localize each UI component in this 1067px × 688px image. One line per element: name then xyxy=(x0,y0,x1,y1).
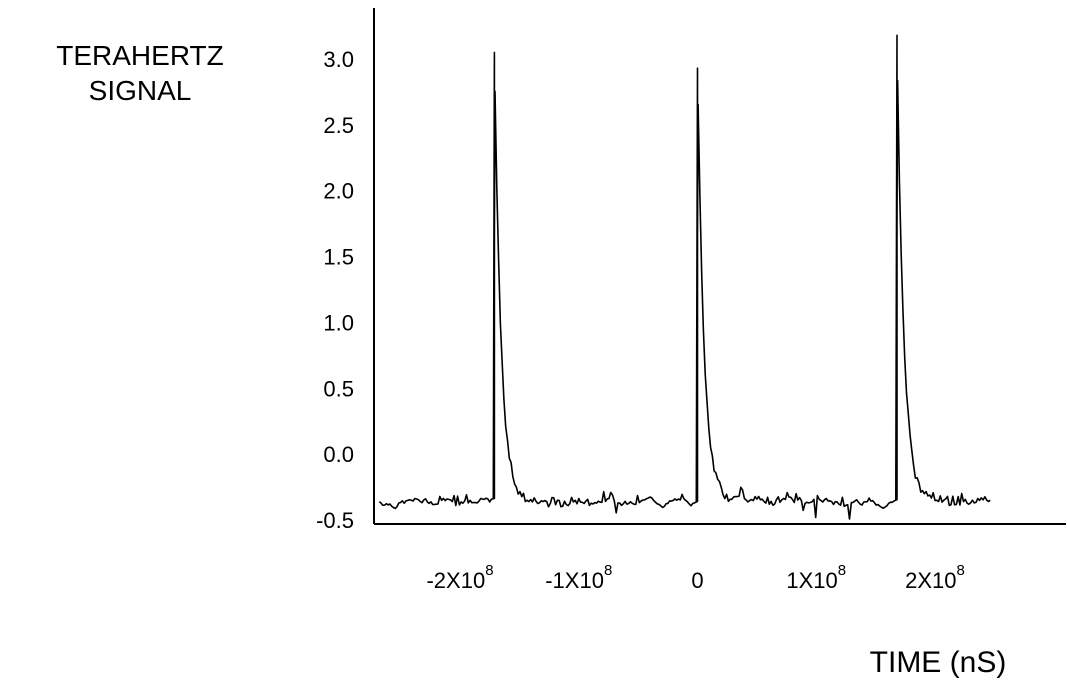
y-axis-label-line-1: TERAHERTZ xyxy=(56,40,224,71)
x-tick-label: 2X108 xyxy=(905,562,965,593)
x-tick-label: -2X108 xyxy=(426,562,493,593)
x-tick-label: 1X108 xyxy=(786,562,846,593)
y-tick-label: 0.5 xyxy=(323,376,354,401)
y-tick-label: 0.0 xyxy=(323,442,354,467)
y-axis-label-line-2: SIGNAL xyxy=(89,75,192,106)
y-tick-label: 1.5 xyxy=(323,245,354,270)
y-tick-label: -0.5 xyxy=(316,508,354,533)
y-tick-label: 2.0 xyxy=(323,179,354,204)
x-tick-labels: -2X108 -1X108 0 1X108 2X108 xyxy=(426,562,964,593)
x-tick-label: 0 xyxy=(691,568,703,593)
y-tick-labels: 3.0 2.5 2.0 1.5 1.0 0.5 0.0 -0.5 xyxy=(316,47,354,533)
series-line-terahertz-signal xyxy=(378,34,991,520)
y-tick-label: 3.0 xyxy=(323,47,354,72)
y-axis-label: TERAHERTZ SIGNAL xyxy=(56,40,224,106)
y-tick-label: 2.5 xyxy=(323,113,354,138)
x-axis-label: TIME (nS) xyxy=(870,646,1007,679)
y-tick-label: 1.0 xyxy=(323,310,354,335)
x-tick-label: -1X108 xyxy=(545,562,612,593)
